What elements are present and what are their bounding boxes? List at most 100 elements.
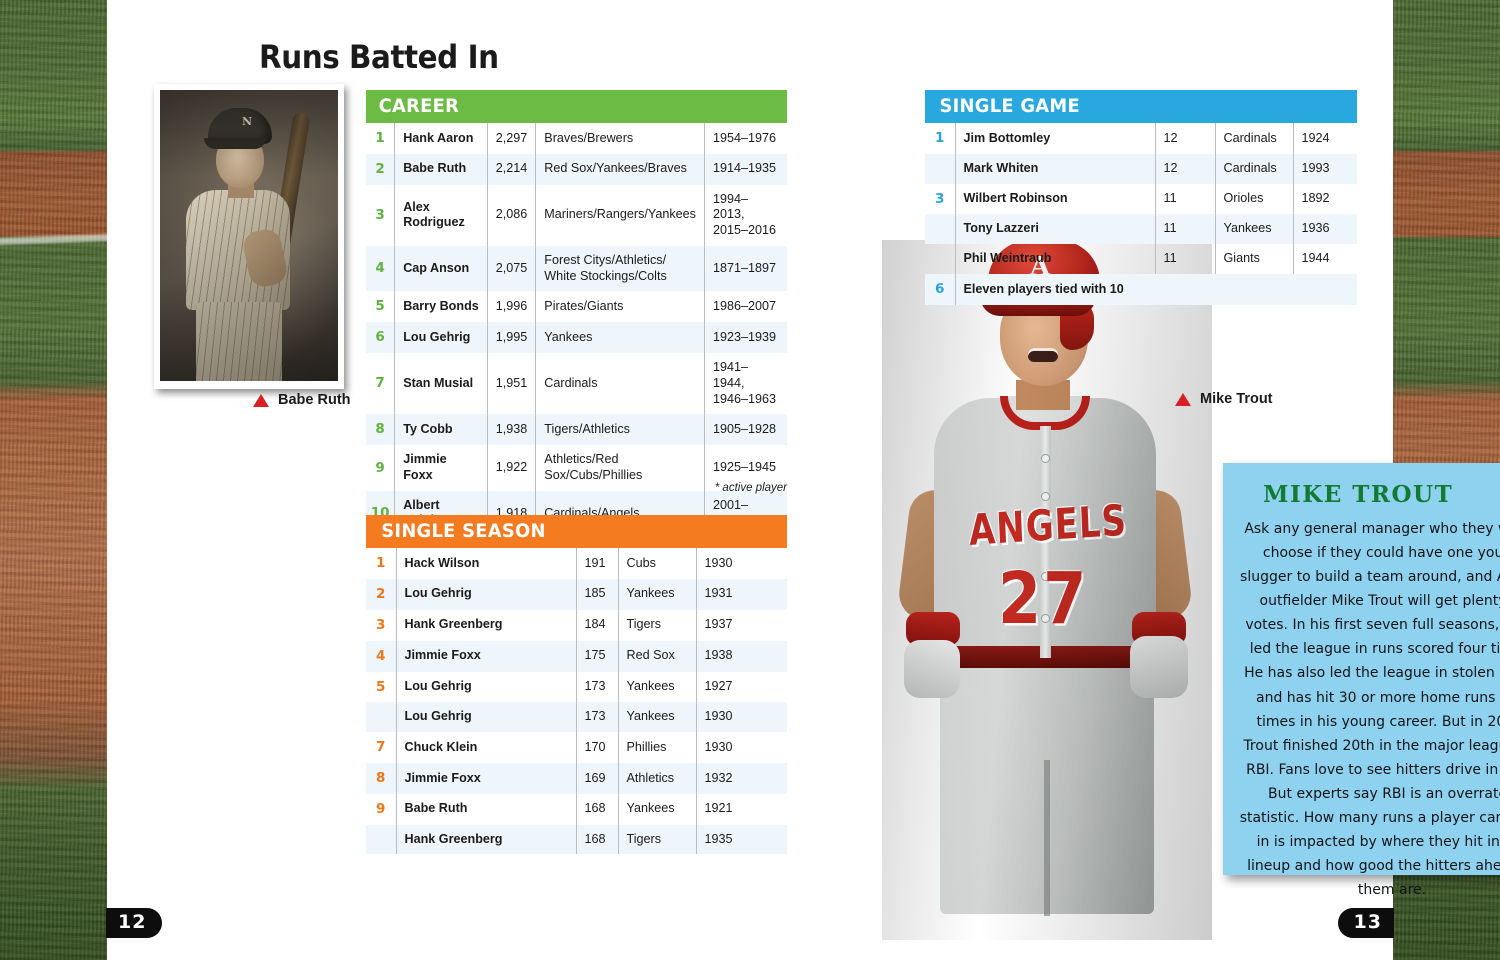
row-years: 1937 [695,609,787,641]
row-player-name: Lou Gehrig [395,578,576,610]
row-player-name: Jimmie Foxx [394,445,488,491]
table-row: 3 Wilbert Robinson 11 Orioles 1892 [925,183,1357,215]
table-row: 1 Hack Wilson 191 Cubs 1930 [366,548,787,579]
table-row: Lou Gehrig 173 Yankees 1930 [366,702,787,733]
row-rank: 8 [366,762,396,794]
row-years: 1924 [1292,123,1357,154]
table-row: 7 Stan Musial 1,951 Cardinals 1941–1944, 194… [366,353,787,415]
page-spread: Runs Batted In N Babe Ruth [106,0,1500,960]
jersey-button [1041,492,1050,501]
row-rank: 4 [366,640,396,672]
right-batting-glove [1130,636,1188,698]
career-table-body: 1 Hank Aaron 2,297 Braves/Brewers 1954–1976 2… [366,123,787,537]
pinstripe-pants [196,302,282,381]
row-teams: Athletics/Red Sox/Cubs/Phillies [535,445,705,491]
leg-seam [1044,760,1050,916]
row-player-name: Tony Lazzeri [954,214,1155,245]
row-teams: Tigers [617,824,696,855]
single-game-table: SINGLE GAME 1 Jim Bottomley 12 Cardinals 192… [925,90,1357,305]
row-player-name: Hack Wilson [395,548,576,579]
row-teams: Phillies [617,732,696,763]
table-row: 5 Barry Bonds 1,996 Pirates/Giants 1986–2007 [366,291,787,323]
row-rank: 2 [366,153,395,185]
single-season-table: SINGLE SEASON 1 Hack Wilson 191 Cubs 1930 2 Lo… [366,515,787,855]
table-row: 6 Eleven players tied with 10 [925,273,1357,305]
row-teams: Yankees [1214,214,1293,245]
row-value: 185 [575,578,618,610]
row-value: 1,951 [486,353,536,415]
row-rank: 3 [935,190,945,207]
row-rank: 1 [376,555,386,571]
row-value: 12 [1154,153,1215,184]
row-rank: 7 [376,739,386,756]
row-teams: Orioles [1214,183,1293,215]
babe-ruth-caption: Babe Ruth [253,392,351,408]
row-value: 11 [1154,183,1215,215]
row-rank: 5 [376,678,386,695]
row-years: 1914–1935 [703,153,787,185]
row-value: 191 [575,548,618,579]
row-teams: Tigers/Athletics [535,414,705,446]
row-years: 1925–1945 [703,445,787,491]
career-table: CAREER 1 Hank Aaron 2,297 Braves/Brewers 195… [366,90,787,537]
active-player-footnote: * active player [714,482,787,494]
row-years: 1994–2013, 2015–2016 [703,184,787,246]
row-teams: Cardinals [535,353,705,415]
row-rank [925,244,955,274]
row-rank [925,153,955,184]
row-years: 1986–2007 [703,291,787,323]
table-row: 5 Lou Gehrig 173 Yankees 1927 [366,671,787,703]
row-teams: Yankees [617,702,696,733]
row-years: 1935 [695,824,787,855]
table-row: 4 Cap Anson 2,075 Forest Citys/Athletics/ W… [366,245,787,292]
table-row: 9 Babe Ruth 168 Yankees 1921 [366,793,787,825]
row-value: 1,996 [486,291,536,323]
row-value: 168 [575,793,618,825]
row-years: 1941–1944, 1946–1963 [703,353,787,415]
table-row: 1 Jim Bottomley 12 Cardinals 1924 [925,123,1357,154]
cap-logo: N [242,116,253,127]
row-rank: 9 [375,459,385,476]
table-row: Tony Lazzeri 11 Yankees 1936 [925,214,1357,245]
jersey-button [1041,454,1050,463]
row-rank: 4 [366,245,395,292]
row-teams: Tigers [617,609,696,641]
row-years: 1954–1976 [703,123,787,154]
row-player-name: Chuck Klein [395,732,576,763]
row-rank [925,214,955,245]
row-rank: 6 [366,322,395,354]
row-value: 1,938 [486,414,536,446]
table-row: Phil Weintraub 11 Giants 1944 [925,244,1357,274]
row-rank: 1 [935,130,945,146]
row-value: 169 [575,762,618,794]
row-player-name: Hank Greenberg [395,824,576,855]
row-rank: 7 [375,375,385,392]
row-value: 2,297 [486,123,536,154]
table-row: 8 Jimmie Foxx 169 Athletics 1932 [366,762,787,794]
row-player-name: Lou Gehrig [395,702,576,733]
row-teams: Giants [1214,244,1293,274]
single-game-table-header: SINGLE GAME [925,90,1357,123]
row-player-name: Mark Whiten [954,153,1155,184]
row-teams: Cardinals [1214,123,1293,154]
row-player-name: Stan Musial [394,353,488,415]
table-row: 7 Chuck Klein 170 Phillies 1930 [366,732,787,763]
jersey-button [1041,614,1050,623]
babe-ruth-portrait-image: N [160,90,338,381]
row-player-name: Lou Gehrig [394,322,488,354]
row-value: 173 [575,671,618,703]
row-value: 12 [1154,123,1215,154]
table-row: 6 Lou Gehrig 1,995 Yankees 1923–1939 [366,322,787,354]
row-teams: Athletics [617,762,696,794]
row-teams: Forest Citys/Athletics/ White Stockings/… [535,245,705,292]
row-teams: Red Sox [617,640,696,672]
table-row: 1 Hank Aaron 2,297 Braves/Brewers 1954–1976 [366,123,787,154]
row-player-name: Cap Anson [394,245,488,292]
row-teams: Yankees [617,578,696,610]
row-player-name: Wilbert Robinson [954,183,1155,215]
row-years: 1932 [695,762,787,794]
page-number-right: 13 [1337,908,1394,938]
row-player-name: Babe Ruth [394,153,488,185]
row-player-name: Phil Weintraub [954,244,1155,274]
row-rank: 9 [376,800,386,817]
